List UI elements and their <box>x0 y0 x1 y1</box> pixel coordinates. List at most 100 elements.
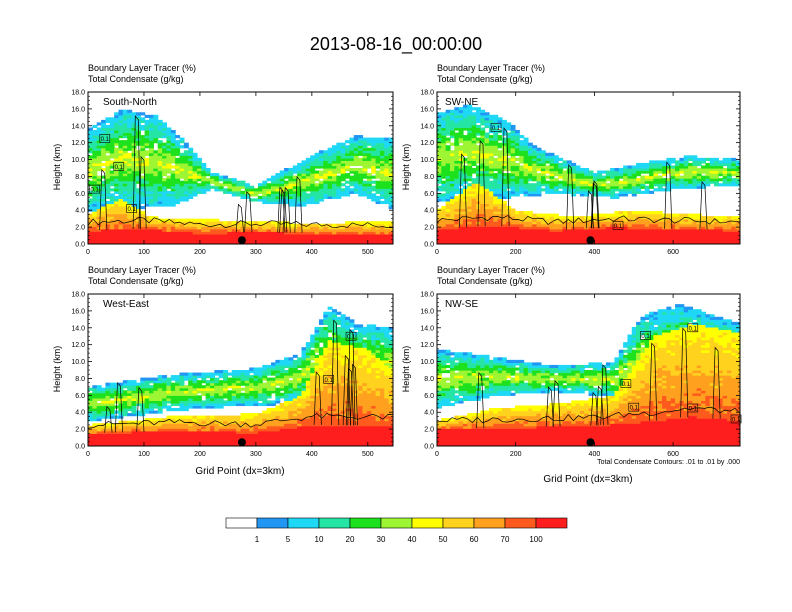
field-cell <box>96 135 102 139</box>
field-cell <box>101 180 107 184</box>
field-cell <box>506 127 512 131</box>
field-cell <box>175 218 181 222</box>
field-cell <box>127 400 133 404</box>
field-cell <box>480 198 486 202</box>
field-cell <box>510 236 516 240</box>
field-cell <box>153 168 159 172</box>
field-cell <box>297 228 303 232</box>
field-cell <box>140 178 146 182</box>
field-cell <box>340 150 346 154</box>
field-cell <box>471 228 477 232</box>
field-cell <box>92 397 98 401</box>
field-cell <box>105 238 111 243</box>
field-cell <box>454 238 460 243</box>
field-cell <box>88 241 93 244</box>
field-cell <box>488 147 494 151</box>
field-cell <box>140 231 146 235</box>
field-cell <box>588 216 594 220</box>
field-cell <box>297 241 303 244</box>
field-cell <box>301 228 307 232</box>
field-cell <box>118 127 124 131</box>
field-cell <box>122 112 128 116</box>
field-cell <box>118 435 124 439</box>
field-cell <box>157 233 163 237</box>
field-cell <box>170 193 176 197</box>
field-cell <box>636 238 642 243</box>
field-cell <box>536 178 542 182</box>
field-cell <box>340 226 346 230</box>
field-cell <box>170 190 176 194</box>
field-cell <box>88 183 93 187</box>
field-cell <box>153 180 159 184</box>
field-cell <box>118 190 124 194</box>
field-cell <box>297 165 303 169</box>
field-cell <box>105 413 111 417</box>
field-cell <box>336 142 342 146</box>
field-cell <box>519 145 525 149</box>
field-cell <box>454 185 460 189</box>
field-cell <box>275 180 281 184</box>
field-cell <box>314 185 320 189</box>
field-cell <box>175 387 181 391</box>
condensate-contours <box>437 127 740 230</box>
field-cell <box>618 241 624 244</box>
field-cell <box>384 168 390 172</box>
field-cell <box>501 226 507 230</box>
field-cell <box>653 168 659 172</box>
field-cell <box>566 183 572 187</box>
field-cell <box>462 173 468 177</box>
field-cell <box>523 168 529 172</box>
field-cell <box>475 165 481 169</box>
field-cell <box>445 233 451 237</box>
field-cell <box>266 241 272 244</box>
field-cell <box>566 241 572 244</box>
field-cell <box>105 385 111 389</box>
field-cell <box>441 137 447 141</box>
field-cell <box>349 221 355 225</box>
field-cell <box>157 236 163 240</box>
field-cell <box>162 402 168 407</box>
field-cell <box>118 420 124 424</box>
plot-area: 0.10.1 <box>88 306 393 447</box>
axes: 0.02.04.06.08.010.012.014.016.018.00 200 4… <box>420 90 740 256</box>
field-cell <box>127 433 133 437</box>
field-cell <box>701 236 706 240</box>
field-cell <box>454 112 460 116</box>
field-cell <box>571 168 577 172</box>
field-cell <box>462 236 468 240</box>
field-cell <box>480 228 486 232</box>
field-cell <box>579 236 585 240</box>
field-cell <box>88 443 93 446</box>
field-cell <box>314 195 320 199</box>
field-cell <box>610 223 616 227</box>
field-cell <box>135 155 141 159</box>
field-cell <box>666 185 672 189</box>
field-cell <box>610 228 616 232</box>
field-cell <box>105 203 111 207</box>
field-cell <box>441 114 447 118</box>
field-cell <box>605 231 611 235</box>
field-cell <box>527 155 533 159</box>
field-cell <box>101 223 107 227</box>
field-cell <box>475 157 481 161</box>
field-cell <box>253 223 259 227</box>
field-cell <box>127 405 133 409</box>
field-cell <box>679 178 685 182</box>
field-cell <box>679 216 685 220</box>
field-cell <box>223 178 229 182</box>
field-cell <box>109 238 115 243</box>
field-cell <box>140 140 146 144</box>
field-cell <box>96 228 102 232</box>
field-cell <box>605 185 611 189</box>
field-cell <box>118 117 124 121</box>
field-cell <box>157 438 163 442</box>
field-cell <box>101 145 107 149</box>
field-cell <box>475 185 481 189</box>
field-cell <box>153 170 159 174</box>
field-cell <box>166 170 172 174</box>
field-cell <box>101 206 107 210</box>
field-cell <box>271 183 276 187</box>
field-cell <box>471 203 477 207</box>
field-cell <box>488 142 494 146</box>
field-cell <box>614 193 620 197</box>
